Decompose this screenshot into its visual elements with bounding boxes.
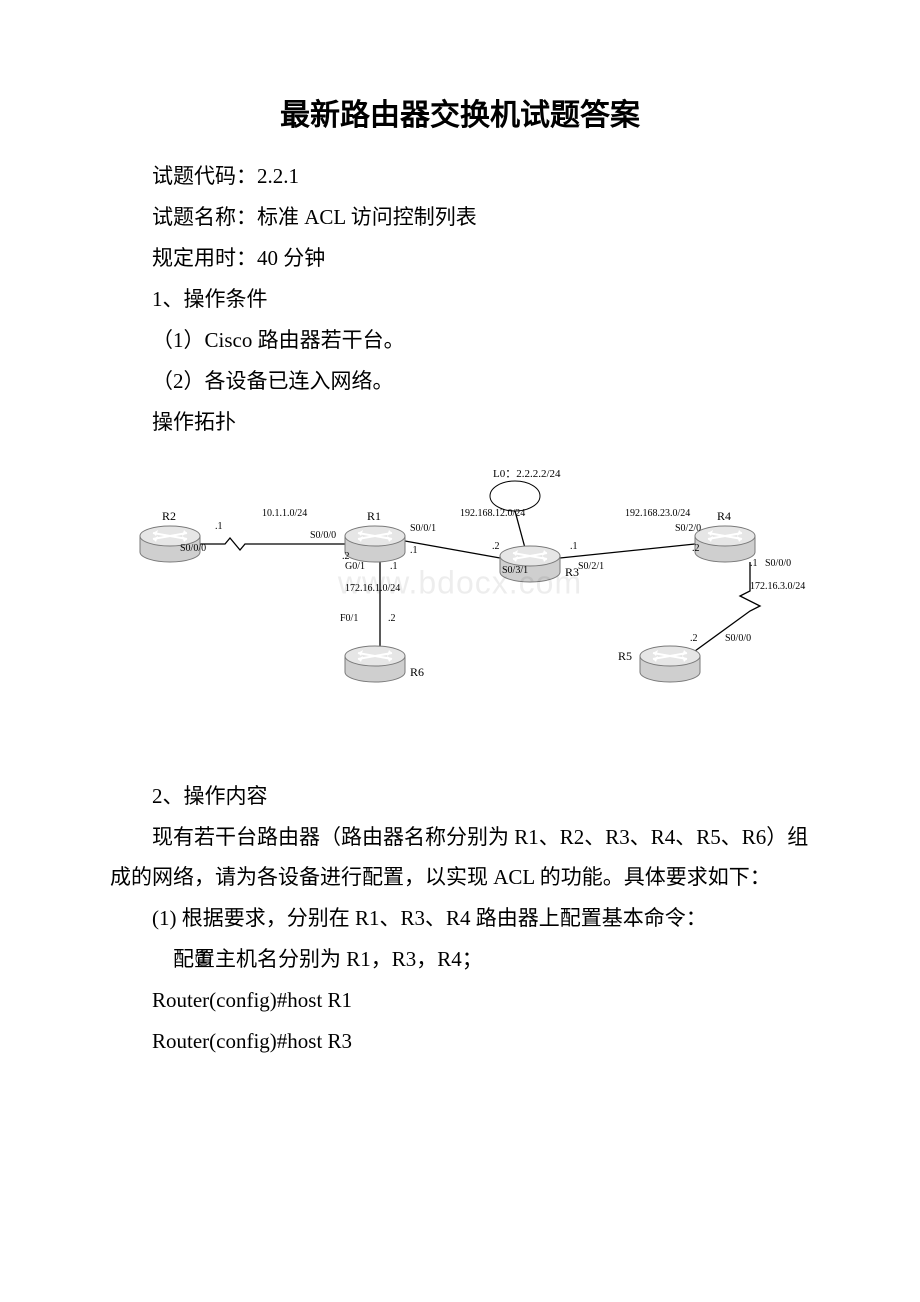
network-topology-diagram: R2 R1 R3 R4 R6 R5 L0：2.2.2.2/24 10.1.1.0/24 192.… <box>110 461 810 706</box>
meta-code-value: 2.2.1 <box>257 164 299 188</box>
meta-code-label: 试题代码： <box>152 164 257 188</box>
svg-text:172.16.1.0/24: 172.16.1.0/24 <box>345 583 400 594</box>
svg-text:.2: .2 <box>492 541 500 552</box>
cmd-line-1: Router(config)#host R1 <box>110 980 810 1021</box>
meta-name-value: 标准 ACL 访问控制列表 <box>257 205 477 229</box>
svg-text:.2: .2 <box>388 613 396 624</box>
cmd-line-2: Router(config)#host R3 <box>110 1021 810 1062</box>
svg-text:10.1.1.0/24: 10.1.1.0/24 <box>262 508 307 519</box>
section2-heading: 2、操作内容 <box>110 776 810 817</box>
svg-text:.2: .2 <box>692 543 700 554</box>
section1-item1: （1）Cisco 路由器若干台。 <box>110 320 810 361</box>
circled-one-icon: ① <box>152 939 173 980</box>
svg-text:S0/0/0: S0/0/0 <box>180 543 206 554</box>
svg-text:R4: R4 <box>717 509 731 523</box>
svg-text:.1: .1 <box>570 541 578 552</box>
meta-name: 试题名称：标准 ACL 访问控制列表 <box>110 197 810 238</box>
svg-text:G0/1: G0/1 <box>345 561 365 572</box>
svg-text:R5: R5 <box>618 649 632 663</box>
svg-text:S0/0/0: S0/0/0 <box>725 633 751 644</box>
svg-text:.1: .1 <box>215 521 223 532</box>
meta-time: 规定用时：40 分钟 <box>110 238 810 279</box>
svg-text:S0/0/0: S0/0/0 <box>310 530 336 541</box>
svg-text:172.16.3.0/24: 172.16.3.0/24 <box>750 581 805 592</box>
section1-topology-label: 操作拓扑 <box>110 402 810 443</box>
meta-time-value: 40 分钟 <box>257 246 325 270</box>
page-title: 最新路由器交换机试题答案 <box>110 90 810 134</box>
svg-text:S0/0/0: S0/0/0 <box>765 558 791 569</box>
meta-time-label: 规定用时： <box>152 246 257 270</box>
svg-text:S0/2/1: S0/2/1 <box>578 561 604 572</box>
svg-text:S0/3/1: S0/3/1 <box>502 565 528 576</box>
section2-step1: ①配置主机名分别为 R1，R3，R4； <box>110 939 810 980</box>
svg-text:R2: R2 <box>162 509 176 523</box>
section2-intro: 现有若干台路由器（路由器名称分别为 R1、R2、R3、R4、R5、R6）组成的网… <box>110 817 810 899</box>
svg-text:.2: .2 <box>690 633 698 644</box>
meta-name-label: 试题名称： <box>152 205 257 229</box>
section2-req1: (1) 根据要求，分别在 R1、R3、R4 路由器上配置基本命令： <box>110 898 810 939</box>
section1-item2: （2）各设备已连入网络。 <box>110 361 810 402</box>
svg-text:L0：2.2.2.2/24: L0：2.2.2.2/24 <box>493 468 561 480</box>
svg-text:S0/2/0: S0/2/0 <box>675 523 701 534</box>
svg-text:F0/1: F0/1 <box>340 613 358 624</box>
svg-text:.1: .1 <box>390 561 398 572</box>
svg-text:S0/0/1: S0/0/1 <box>410 523 436 534</box>
svg-text:.1: .1 <box>750 558 758 569</box>
meta-code: 试题代码：2.2.1 <box>110 156 810 197</box>
section1-heading: 1、操作条件 <box>110 279 810 320</box>
svg-text:192.168.12.0/24: 192.168.12.0/24 <box>460 508 525 519</box>
svg-text:192.168.23.0/24: 192.168.23.0/24 <box>625 508 690 519</box>
section2-step1-text: 配置主机名分别为 R1，R3，R4； <box>173 947 483 971</box>
svg-text:R6: R6 <box>410 665 424 679</box>
svg-text:.1: .1 <box>410 545 418 556</box>
svg-text:R1: R1 <box>367 509 381 523</box>
svg-text:R3: R3 <box>565 565 579 579</box>
